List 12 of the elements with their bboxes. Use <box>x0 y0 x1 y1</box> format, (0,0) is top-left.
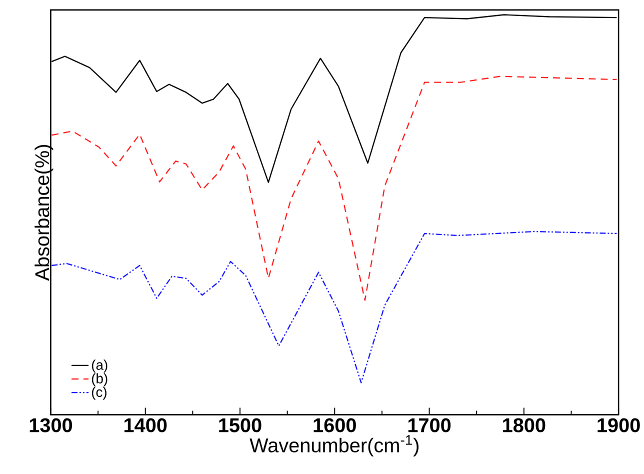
x-axis-title: Wavenumber(cm$^{-1}$) <box>250 434 418 456</box>
x-tick-label: 1500 <box>219 418 262 432</box>
legend-label: (b) <box>92 373 108 386</box>
x-tick-label: 1800 <box>503 418 546 432</box>
x-tick-label: 1400 <box>124 418 167 432</box>
legend-label: (a) <box>92 359 108 372</box>
x-tick-label: 1300 <box>30 418 72 432</box>
x-tick-label: 1900 <box>598 418 640 432</box>
x-tick-label: 1700 <box>408 418 451 432</box>
x-tick-label: 1600 <box>314 418 356 432</box>
y-axis-title: Absorbance(%) <box>34 144 54 281</box>
legend-label: (c) <box>92 386 106 400</box>
